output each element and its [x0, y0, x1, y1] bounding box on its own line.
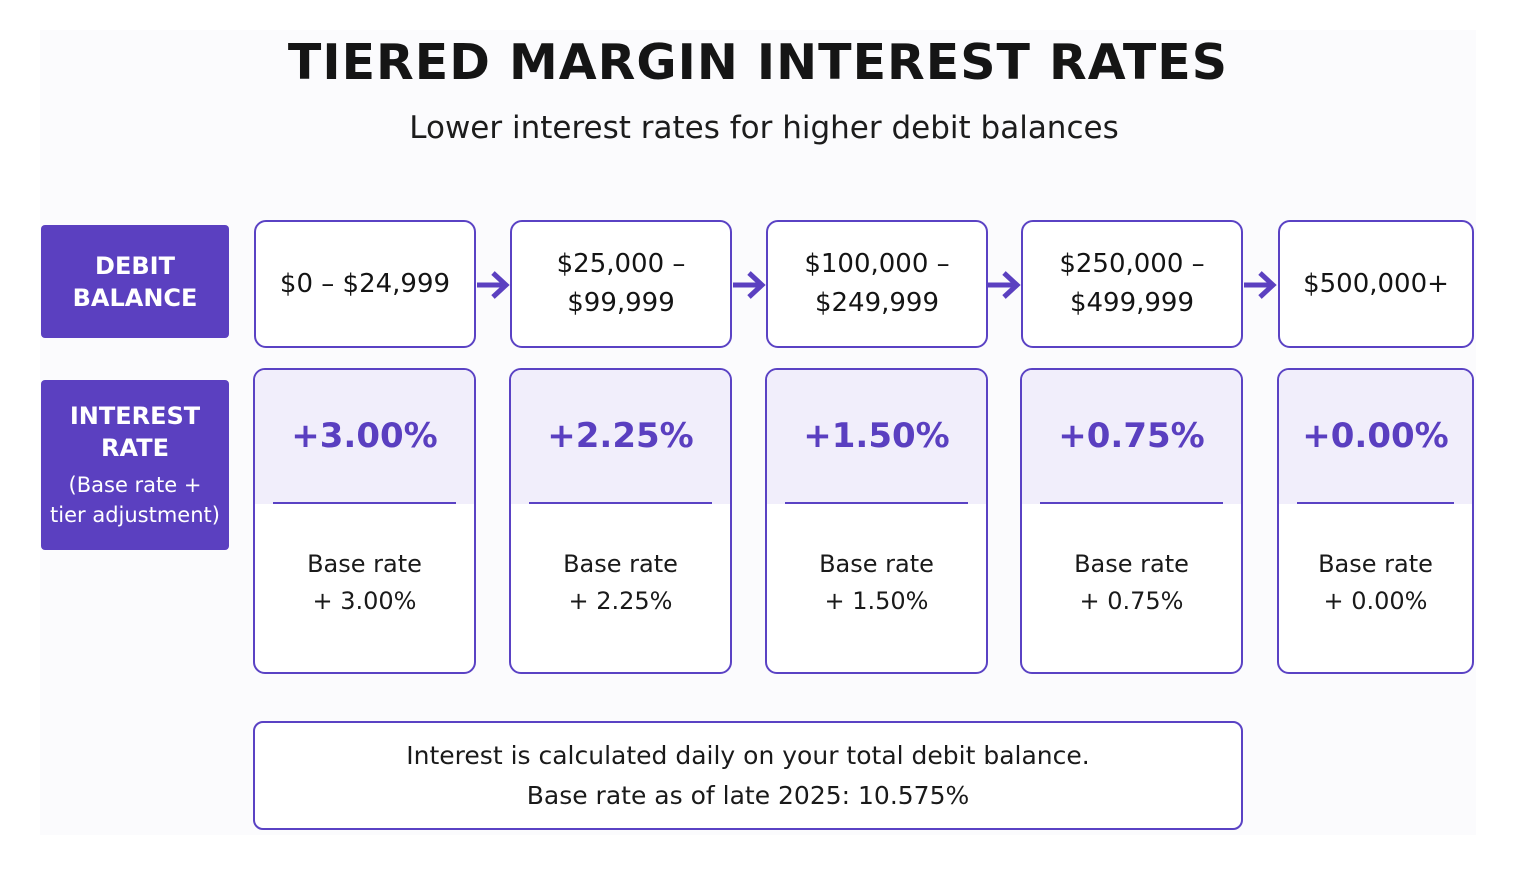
tier-rate-detail: Base rate + 0.75%	[1022, 546, 1241, 620]
tier-rate-detail: Base rate + 1.50%	[767, 546, 986, 620]
rate-detail-line1: Base rate	[1074, 550, 1189, 578]
tier-balance-line1: $100,000 –	[804, 249, 950, 279]
tier-rate-box: +3.00% Base rate + 3.00%	[253, 368, 476, 674]
tier-rate-box: +0.00% Base rate + 0.00%	[1277, 368, 1474, 674]
rate-label-sub-line2: tier adjustment)	[50, 503, 220, 527]
rate-label-line1: INTEREST	[69, 402, 201, 430]
debit-label-line2: BALANCE	[72, 283, 198, 312]
footnote-line2: Base rate as of late 2025: 10.575%	[526, 780, 970, 810]
rate-detail-line1: Base rate	[1318, 550, 1433, 578]
tier-rate-value: +0.00%	[1302, 416, 1449, 456]
tier-rate-box: +1.50% Base rate + 1.50%	[765, 368, 988, 674]
tier-balance-line1: $500,000+	[1303, 268, 1449, 299]
page-subtitle: Lower interest rates for higher debit ba…	[409, 110, 1119, 146]
rate-highlight-panel	[1279, 370, 1472, 504]
tier-balance-line1: $25,000 –	[556, 249, 686, 279]
rate-detail-line1: Base rate	[563, 550, 678, 578]
rate-divider	[1040, 502, 1223, 504]
tier-balance-box: $0 – $24,999	[254, 220, 476, 348]
footnote-line1: Interest is calculated daily on your tot…	[406, 740, 1090, 770]
rate-divider	[273, 502, 456, 504]
tier-balance-line1: $250,000 –	[1059, 249, 1205, 279]
footnote-box: Interest is calculated daily on your tot…	[253, 721, 1243, 830]
tier-balance-line1: $0 – $24,999	[279, 268, 451, 299]
tier-balance-box: $25,000 – $99,999	[510, 220, 732, 348]
rate-label-line2: RATE	[101, 434, 169, 462]
tier-balance-box: $500,000+	[1278, 220, 1474, 348]
rate-detail-line1: Base rate	[307, 550, 422, 578]
tier-rate-detail: Base rate + 3.00%	[255, 546, 474, 620]
rate-label-sub-line1: (Base rate +	[68, 473, 202, 497]
rate-detail-line2: + 2.25%	[568, 587, 673, 615]
rate-highlight-panel	[767, 370, 986, 504]
tier-balance-box: $250,000 – $499,999	[1021, 220, 1243, 348]
rate-highlight-panel	[511, 370, 730, 504]
rate-detail-line2: + 0.75%	[1079, 587, 1184, 615]
tier-rate-box: +2.25% Base rate + 2.25%	[509, 368, 732, 674]
tier-rate-value: +3.00%	[291, 416, 438, 456]
rate-divider	[1297, 502, 1454, 504]
tier-balance-line2: $99,999	[567, 288, 675, 318]
tier-rate-box: +0.75% Base rate + 0.75%	[1020, 368, 1243, 674]
debit-balance-row-label: DEBIT BALANCE	[41, 225, 229, 338]
rate-detail-line2: + 3.00%	[312, 587, 417, 615]
rate-detail-line2: + 1.50%	[824, 587, 929, 615]
tier-rate-value: +0.75%	[1058, 416, 1205, 456]
interest-rate-row-label: INTEREST RATE (Base rate + tier adjustme…	[41, 380, 229, 550]
tier-balance-box: $100,000 – $249,999	[766, 220, 988, 348]
rate-detail-line1: Base rate	[819, 550, 934, 578]
rate-divider	[529, 502, 712, 504]
rate-detail-line2: + 0.00%	[1323, 587, 1428, 615]
arrow-right-icon	[477, 271, 510, 299]
tier-rate-detail: Base rate + 2.25%	[511, 546, 730, 620]
arrow-right-icon	[988, 271, 1021, 299]
rate-divider	[785, 502, 968, 504]
page-title: TIERED MARGIN INTEREST RATES	[287, 34, 1229, 91]
tier-balance-line2: $249,999	[814, 288, 940, 318]
tier-balance-line2: $499,999	[1069, 288, 1195, 318]
rate-label-subtext: (Base rate + tier adjustment)	[50, 470, 220, 530]
tier-rate-value: +2.25%	[547, 416, 694, 456]
rate-highlight-panel	[1022, 370, 1241, 504]
debit-label-line1: DEBIT	[95, 251, 175, 280]
tier-rate-value: +1.50%	[803, 416, 950, 456]
rate-highlight-panel	[255, 370, 474, 504]
arrow-right-icon	[1244, 271, 1277, 299]
arrow-right-icon	[733, 271, 766, 299]
tier-rate-detail: Base rate + 0.00%	[1279, 546, 1472, 620]
